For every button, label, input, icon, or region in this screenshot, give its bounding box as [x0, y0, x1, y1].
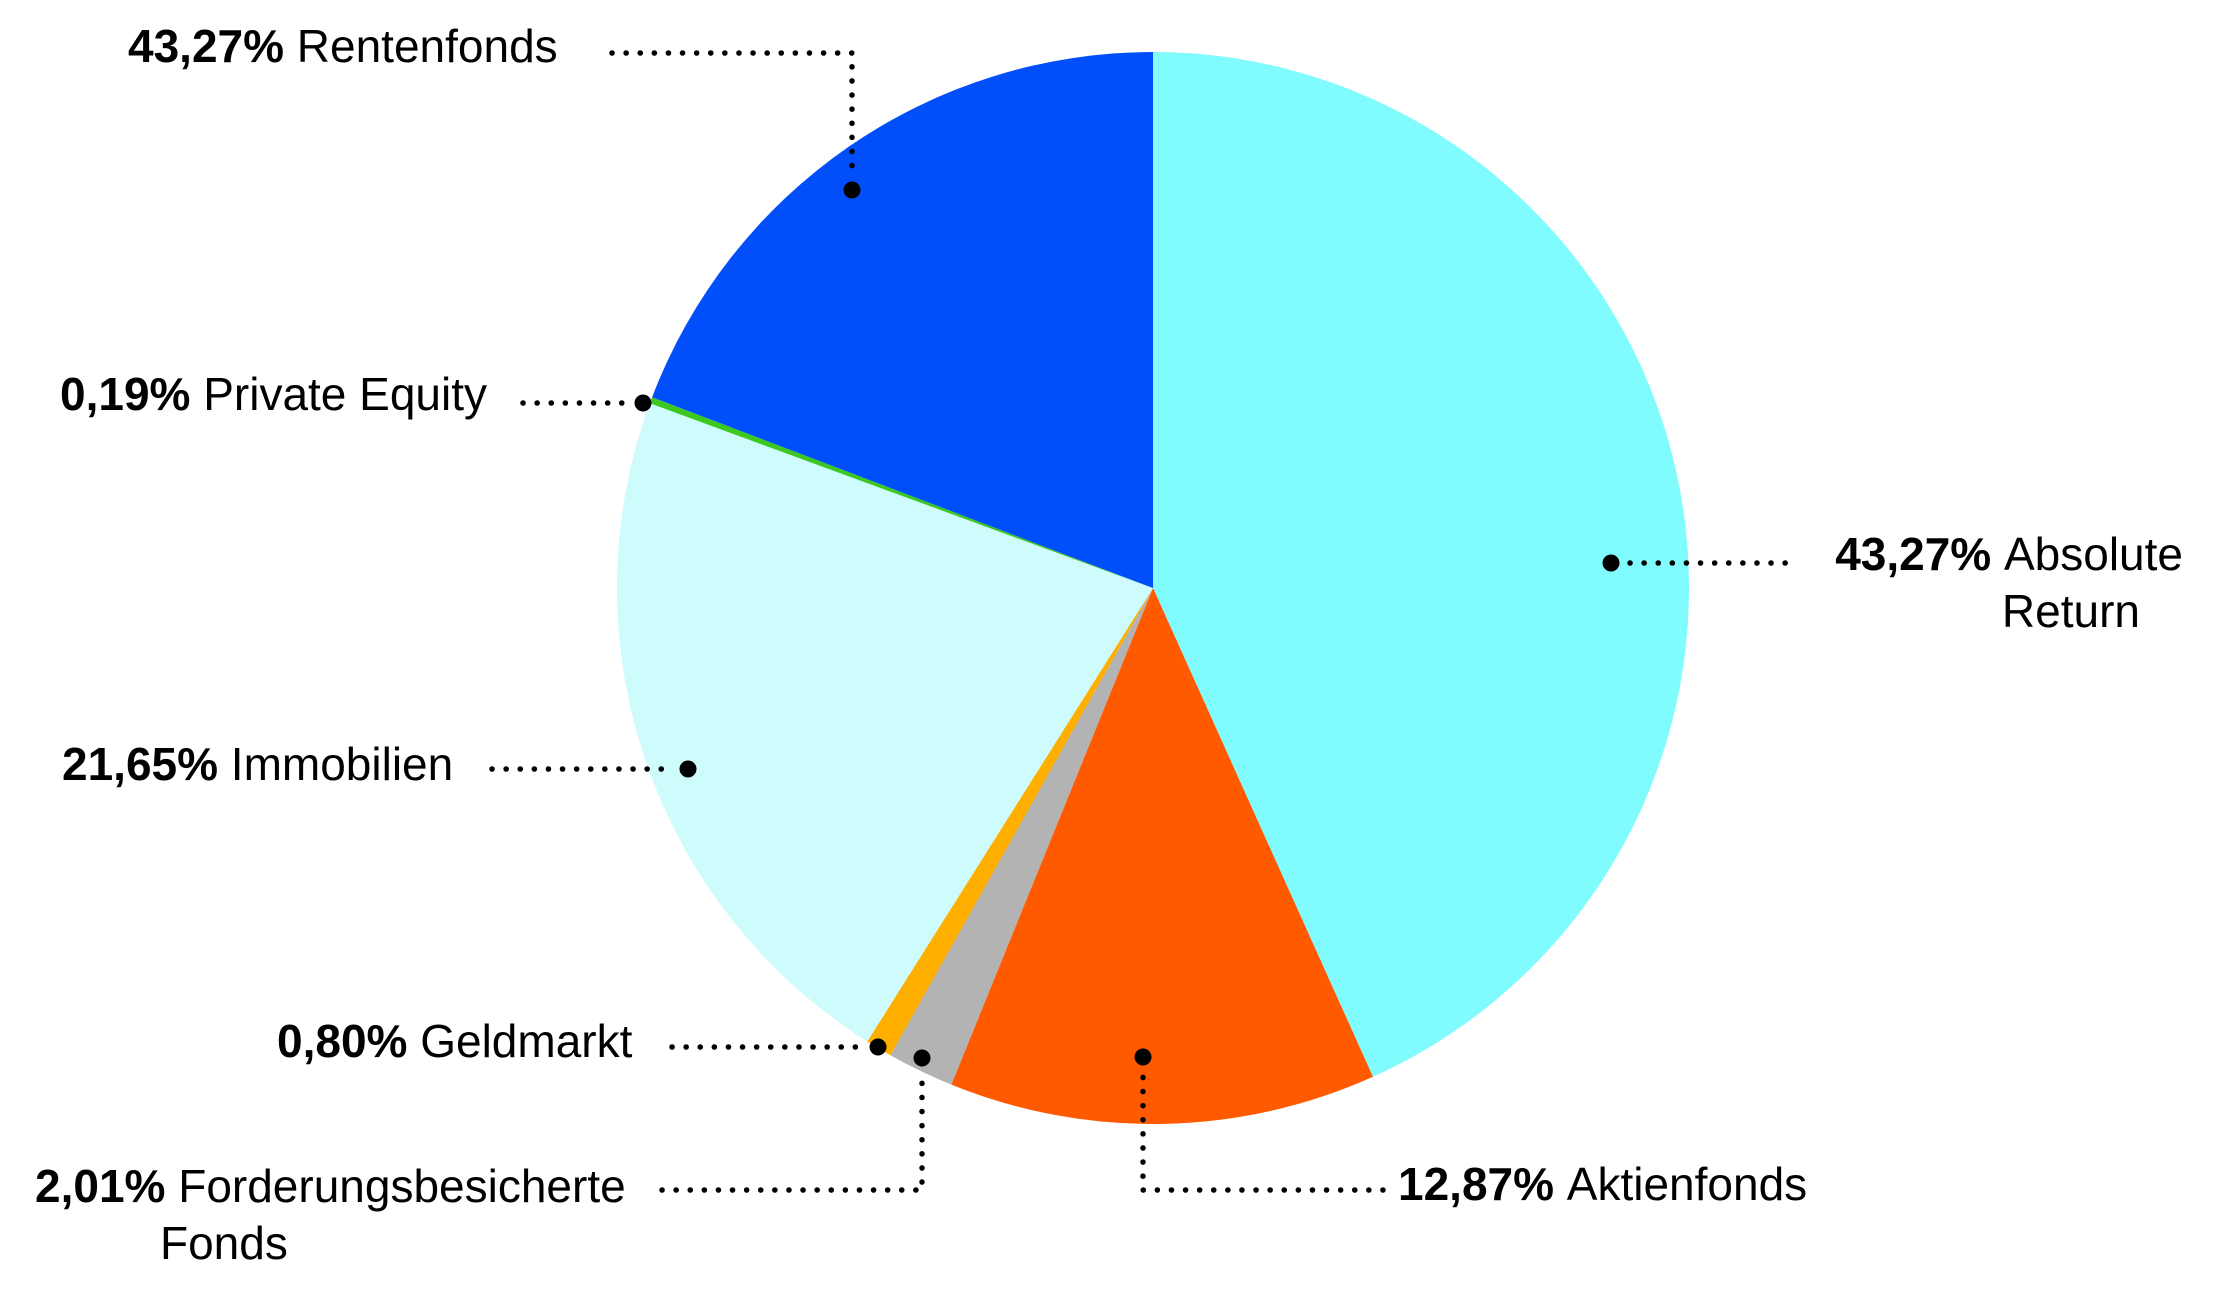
callout-label-absolute-return: 43,27% Absolute	[1835, 528, 2183, 581]
anchor-dot-forderungsbesicherte-fonds	[913, 1049, 931, 1067]
leader-line-rentenfonds	[609, 50, 855, 177]
pct-value-forderungsbesicherte-fonds: 2,01%	[35, 1160, 166, 1212]
pie-slice-immobilien	[617, 403, 1153, 1042]
callout-label-absolute-return-line2: Return	[2001, 585, 2140, 637]
pct-value-aktienfonds: 12,87%	[1398, 1158, 1555, 1210]
pct-value-geldmarkt: 0,80%	[277, 1015, 408, 1067]
pie-slice-private-equity	[649, 397, 1153, 588]
anchor-dot-private-equity	[634, 394, 652, 412]
callout-label-forderungsbesicherte-fonds: 2,01% Forderungsbesicherte	[35, 1160, 626, 1213]
callout-label-rentenfonds: 43,27% Rentenfonds	[128, 20, 558, 73]
slice-name-geldmarkt: Geldmarkt	[420, 1015, 633, 1067]
callout-label-forderungsbesicherte-fonds-line2: Fonds	[160, 1217, 288, 1269]
anchor-dot-rentenfonds	[843, 181, 861, 199]
slice-name-private-equity: Private Equity	[203, 368, 488, 420]
pct-value-absolute-return: 43,27%	[1835, 528, 1992, 580]
leader-line-forderungsbesicherte-fonds	[659, 1071, 925, 1193]
callout-label-aktienfonds: 12,87% Aktienfonds	[1398, 1158, 1807, 1211]
anchor-dot-immobilien	[679, 760, 697, 778]
anchor-dot-aktienfonds	[1134, 1048, 1152, 1066]
callout-label-immobilien: 21,65% Immobilien	[62, 738, 453, 791]
pie-slice-rentenfonds	[652, 52, 1153, 588]
pie-slice-aktienfonds	[951, 588, 1373, 1125]
pie-slice-forderungsbesicherte-fonds	[890, 588, 1153, 1085]
slice-name-immobilien: Immobilien	[230, 738, 454, 790]
callout-label-geldmarkt: 0,80% Geldmarkt	[277, 1015, 632, 1068]
anchor-dot-absolute-return	[1602, 554, 1620, 572]
leader-line-aktienfonds	[1140, 1071, 1386, 1193]
slice-name-aktienfonds: Aktienfonds	[1566, 1158, 1808, 1210]
pct-value-rentenfonds: 43,27%	[128, 20, 285, 72]
slice-name-rentenfonds: Rentenfonds	[296, 20, 558, 72]
slice-name-forderungsbesicherte-fonds: Forderungsbesicherte	[178, 1160, 626, 1212]
callout-label-private-equity: 0,19% Private Equity	[60, 368, 487, 421]
pie-slice-absolute-return	[1153, 52, 1690, 1077]
pie-slice-geldmarkt	[867, 588, 1153, 1056]
pct-value-private-equity: 0,19%	[60, 368, 191, 420]
anchor-dot-geldmarkt	[869, 1038, 887, 1056]
slice-name-absolute-return: Absolute	[2003, 528, 2183, 580]
pct-value-immobilien: 21,65%	[62, 738, 219, 790]
